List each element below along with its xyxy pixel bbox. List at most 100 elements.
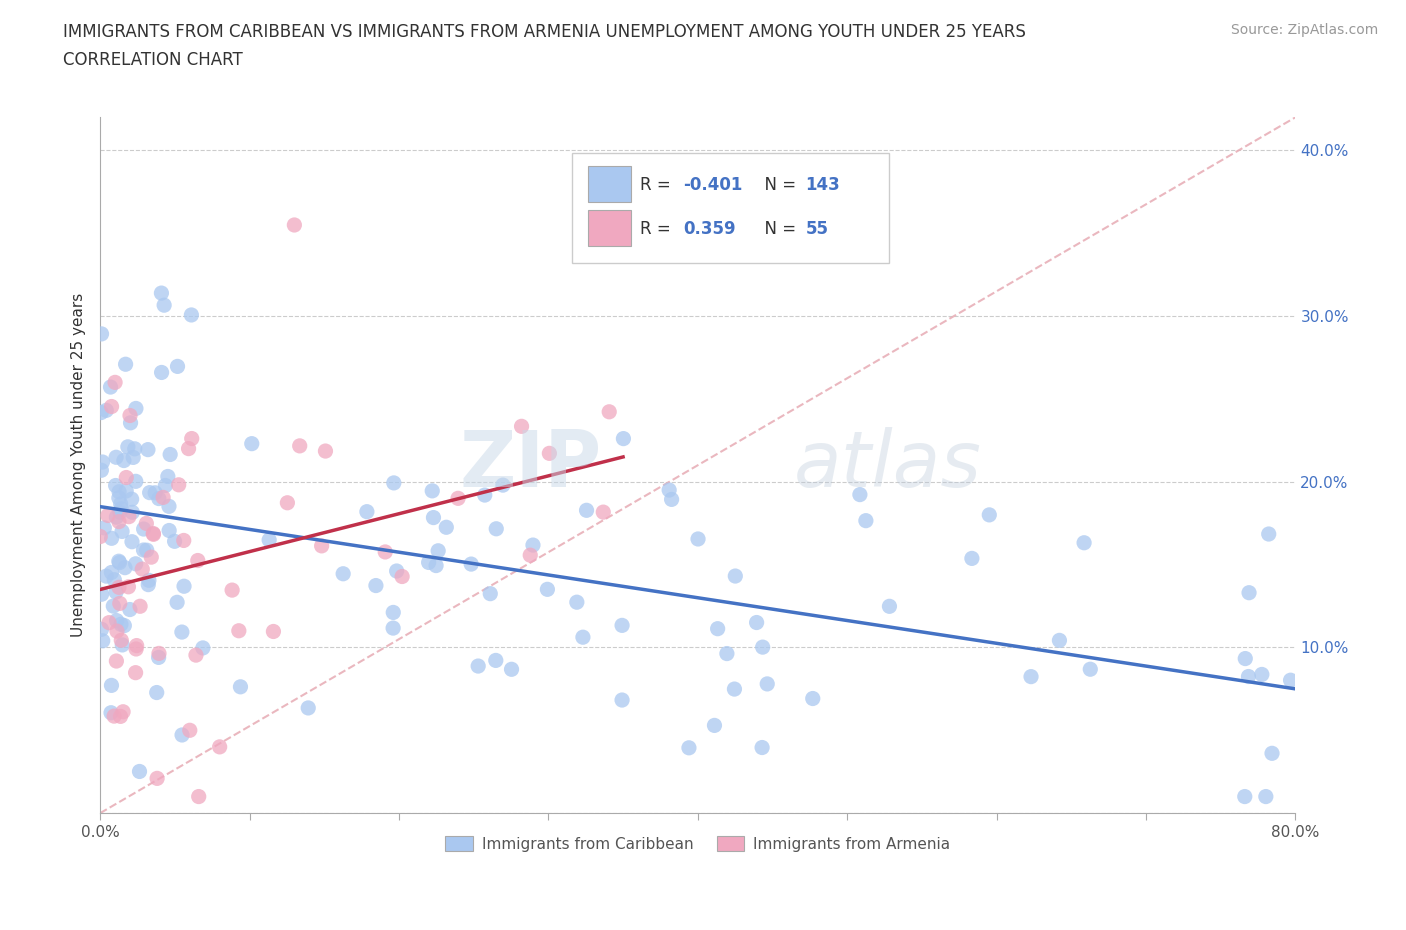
Point xyxy=(114,560,136,575)
Point xyxy=(501,662,523,677)
Point xyxy=(1078,662,1101,677)
Text: R =: R = xyxy=(640,176,676,193)
Point xyxy=(145,685,167,700)
Point xyxy=(105,613,128,628)
Point xyxy=(105,654,128,669)
Point xyxy=(100,678,122,693)
Point xyxy=(128,764,150,779)
Point xyxy=(121,505,143,520)
Point xyxy=(142,526,165,541)
Point xyxy=(152,490,174,505)
Point xyxy=(90,587,112,602)
Point xyxy=(979,508,1001,523)
Point xyxy=(108,596,131,611)
Point xyxy=(115,470,138,485)
Point xyxy=(105,450,128,465)
Point xyxy=(1073,536,1095,551)
Point xyxy=(1257,526,1279,541)
Point xyxy=(382,605,405,620)
Point xyxy=(723,682,745,697)
FancyBboxPatch shape xyxy=(588,166,631,202)
Point xyxy=(103,599,125,614)
Point xyxy=(96,569,118,584)
Text: 0.359: 0.359 xyxy=(683,220,737,238)
Point xyxy=(90,622,112,637)
Point xyxy=(132,522,155,537)
Point xyxy=(434,520,457,535)
Point xyxy=(849,487,872,502)
Point xyxy=(1237,585,1260,600)
Point xyxy=(522,538,544,552)
Point xyxy=(492,478,515,493)
Point xyxy=(136,442,159,457)
Point xyxy=(592,505,614,520)
Point xyxy=(150,286,173,300)
Point xyxy=(125,642,148,657)
Point xyxy=(148,646,170,661)
Point xyxy=(332,566,354,581)
Point xyxy=(382,475,405,490)
Point xyxy=(467,658,489,673)
Point xyxy=(93,521,115,536)
Point xyxy=(117,439,139,454)
Point xyxy=(479,586,502,601)
Point xyxy=(122,450,145,465)
Point xyxy=(240,436,263,451)
Point xyxy=(110,632,132,647)
Point xyxy=(356,504,378,519)
Point xyxy=(136,578,159,592)
Point xyxy=(112,704,135,719)
Point xyxy=(118,510,141,525)
Point xyxy=(678,740,700,755)
Point xyxy=(575,503,598,518)
Point xyxy=(121,534,143,549)
Point xyxy=(538,445,561,460)
Point xyxy=(125,556,148,571)
Point xyxy=(382,620,405,635)
Point xyxy=(180,432,202,446)
Point xyxy=(125,401,148,416)
Point xyxy=(135,543,157,558)
Point xyxy=(485,522,508,537)
Point xyxy=(425,558,447,573)
Point xyxy=(100,705,122,720)
Point xyxy=(229,680,252,695)
Point xyxy=(1261,746,1284,761)
Point xyxy=(485,653,508,668)
Point xyxy=(391,569,413,584)
Text: Source: ZipAtlas.com: Source: ZipAtlas.com xyxy=(1230,23,1378,37)
Point xyxy=(422,511,444,525)
Point xyxy=(572,630,595,644)
Point xyxy=(1019,670,1042,684)
FancyBboxPatch shape xyxy=(572,153,889,263)
Point xyxy=(150,365,173,379)
Point xyxy=(90,405,112,420)
Text: ZIP: ZIP xyxy=(460,427,602,503)
Point xyxy=(121,492,143,507)
Point xyxy=(100,531,122,546)
Point xyxy=(108,485,131,499)
Point xyxy=(118,408,141,423)
Point xyxy=(1250,667,1272,682)
Point xyxy=(108,505,131,520)
Point xyxy=(536,582,558,597)
Point xyxy=(187,553,209,568)
Point xyxy=(108,514,131,529)
Point xyxy=(153,298,176,312)
Point xyxy=(257,533,280,548)
Point xyxy=(118,602,141,617)
Point xyxy=(103,572,125,587)
Point xyxy=(177,441,200,456)
Point xyxy=(1049,633,1071,648)
Point xyxy=(191,641,214,656)
Point xyxy=(751,640,773,655)
Text: atlas: atlas xyxy=(793,427,981,503)
Point xyxy=(117,579,139,594)
Point xyxy=(143,485,166,500)
Point xyxy=(474,487,496,502)
Point xyxy=(98,616,121,631)
Point xyxy=(112,453,135,468)
Point xyxy=(745,615,768,630)
Point xyxy=(125,474,148,489)
Point xyxy=(97,508,120,523)
